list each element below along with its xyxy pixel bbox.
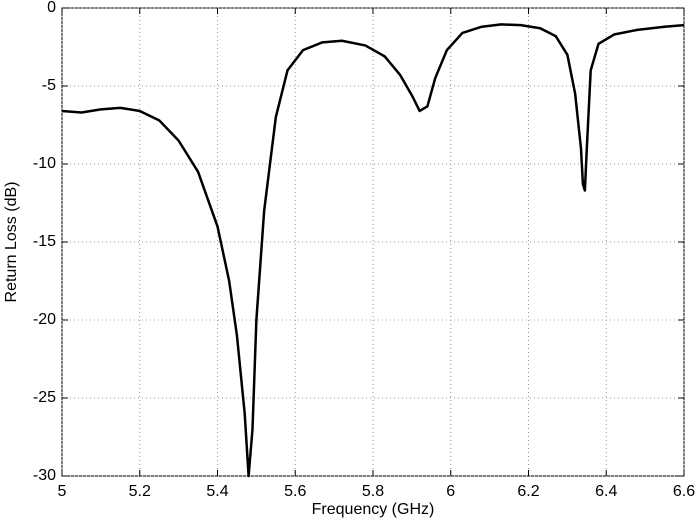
x-tick-label: 6.6 bbox=[673, 483, 695, 500]
x-tick-label: 5.6 bbox=[284, 483, 306, 500]
x-tick-label: 5.8 bbox=[362, 483, 384, 500]
y-tick-label: 0 bbox=[47, 0, 56, 16]
plot-frame bbox=[61, 7, 685, 477]
x-tick-label: 6.2 bbox=[517, 483, 539, 500]
y-tick-label: -25 bbox=[33, 389, 56, 406]
x-tick-label: 6 bbox=[446, 483, 455, 500]
x-axis-label: Frequency (GHz) bbox=[312, 501, 435, 518]
y-tick-label: -20 bbox=[33, 311, 56, 328]
y-tick-label: -5 bbox=[42, 77, 56, 94]
x-tick-label: 5 bbox=[58, 483, 67, 500]
data-line bbox=[61, 23, 685, 478]
y-tick-label: -10 bbox=[33, 155, 56, 172]
y-axis-label: Return Loss (dB) bbox=[3, 182, 20, 303]
x-tick-label: 5.4 bbox=[206, 483, 228, 500]
y-tick-label: -15 bbox=[33, 233, 56, 250]
x-tick-label: 5.2 bbox=[129, 483, 151, 500]
x-tick-label: 6.4 bbox=[595, 483, 617, 500]
y-tick-label: -30 bbox=[33, 467, 56, 484]
